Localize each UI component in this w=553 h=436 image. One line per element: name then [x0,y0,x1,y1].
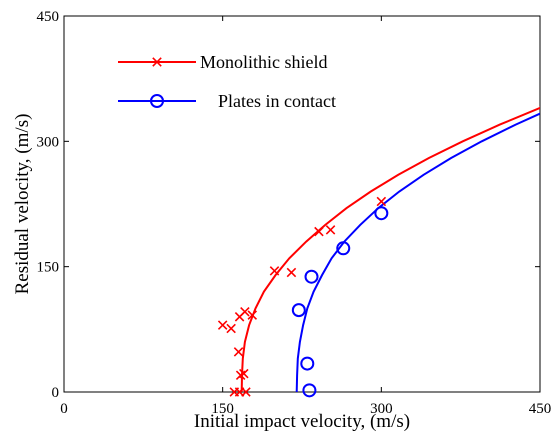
series-1-point-16 [376,196,387,207]
legend-marker-1 [152,57,162,67]
series-2-point-5 [336,241,351,256]
series-1-fit-line [240,106,540,392]
series-1-point-10 [240,307,250,317]
x-tick-label-0: 0 [60,401,68,417]
series-1-point-5 [239,368,249,379]
legend-label-1: Monolithic shield [200,52,328,72]
series-1-point-13 [286,267,297,278]
y-tick-label-2: 300 [37,134,60,150]
series-1-point-3 [241,387,251,397]
legend-marker-2 [150,94,164,108]
series-1-point-12 [269,266,280,276]
x-tick-label-1: 150 [211,401,234,417]
legend: Monolithic shield Plates in contact [118,52,336,111]
y-tick-label-1: 150 [37,260,60,276]
y-tick-label-3: 450 [37,9,60,25]
x-tick-label-2: 300 [370,401,393,417]
x-tick-label-3: 450 [529,401,552,417]
series-1-point-6 [233,347,244,357]
data-markers [217,196,389,398]
series-1-point-11 [247,310,258,320]
legend-entry-2: Plates in contact [118,91,336,111]
series-2-point-2 [300,356,315,371]
series-2-point-6 [374,206,389,221]
legend-entry-1: Monolithic shield [118,52,328,72]
x-axis-label: Initial impact velocity, (m/s) [194,411,410,432]
y-axis-label: Residual velocity, (m/s) [12,114,33,295]
series-1-point-15 [325,225,336,235]
series-1-point-7 [217,320,228,330]
series-2-point-1 [302,383,317,398]
legend-label-2: Plates in contact [218,91,336,111]
y-tick-label-0: 0 [52,385,60,401]
axis-ticks: 0 150 300 450 0 150 300 450 [37,9,552,417]
series-1-point-14 [314,226,324,237]
series-2-point-3 [291,303,306,318]
series-2-point-4 [304,269,319,284]
series-1-point-8 [226,323,236,334]
